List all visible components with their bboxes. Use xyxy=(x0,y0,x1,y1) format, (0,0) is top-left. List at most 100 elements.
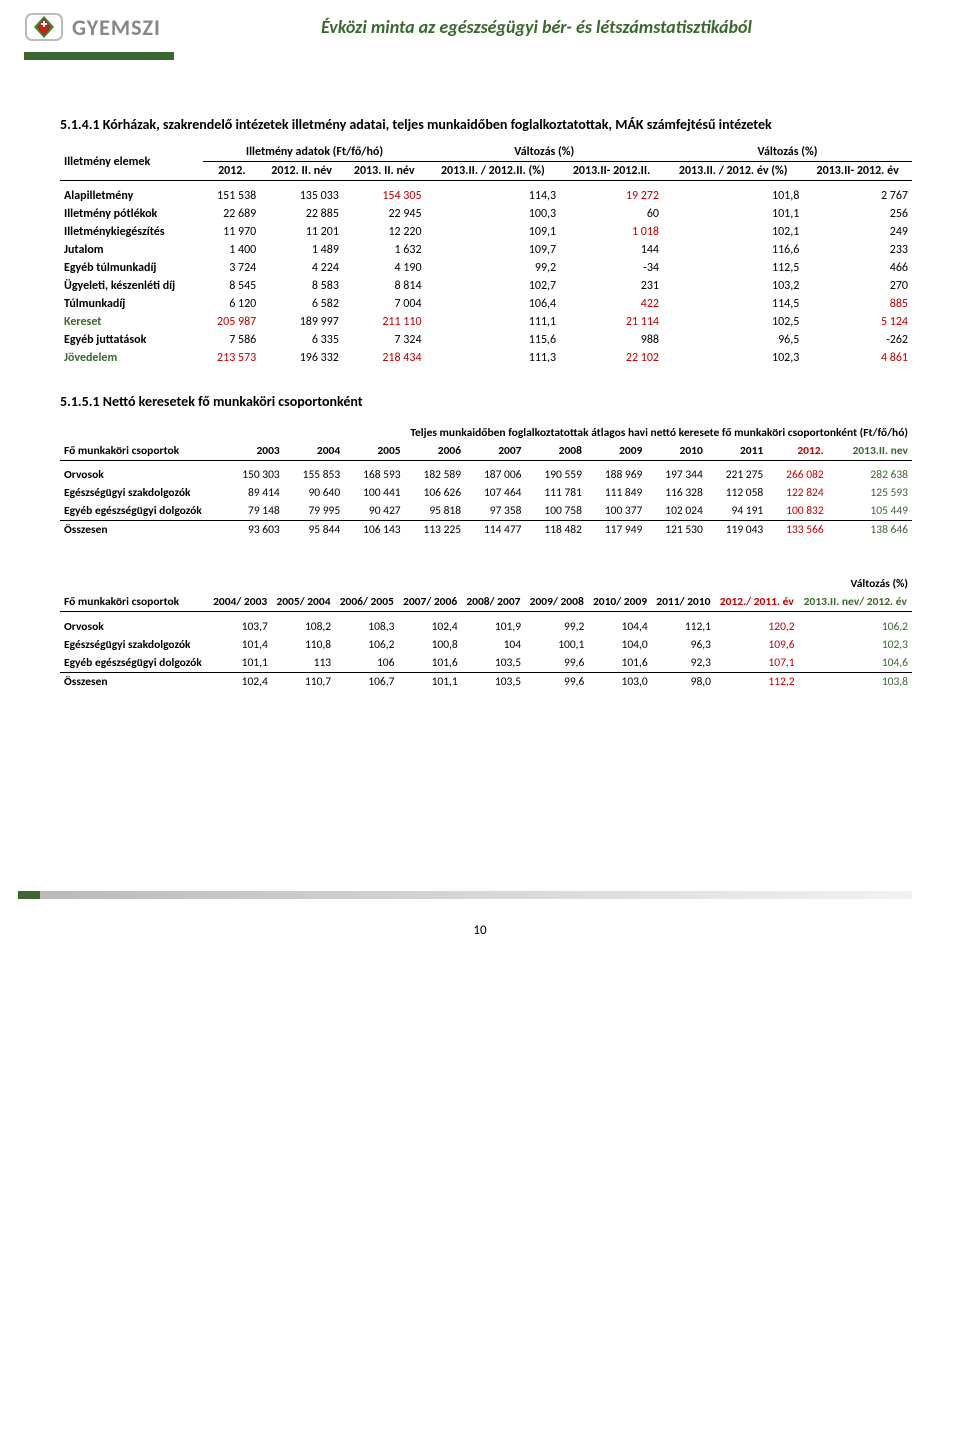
table-row: Orvosok103,7108,2108,3102,4101,999,2104,… xyxy=(60,618,912,636)
cell: 111,3 xyxy=(426,349,561,367)
cell: 135 033 xyxy=(260,187,343,205)
cell: 106 xyxy=(335,654,398,673)
col-group-3: Változás (%) xyxy=(663,143,912,162)
row-label: Orvosok xyxy=(60,618,209,636)
cell: 266 082 xyxy=(767,466,827,484)
col-header: 2011/ 2010 xyxy=(652,593,715,612)
col-header: 2004 xyxy=(284,442,344,461)
table-netto-body: Orvosok150 303155 853168 593182 589187 0… xyxy=(60,460,912,539)
row-label: Összesen xyxy=(60,521,223,540)
cell: 102 024 xyxy=(646,502,706,521)
row-label: Ügyeleti, készenléti díj xyxy=(60,277,203,295)
cell: 104,0 xyxy=(588,636,651,654)
table-row: Jövedelem213 573196 332218 434111,322 10… xyxy=(60,349,912,367)
cell: 168 593 xyxy=(344,466,404,484)
cell: 106,4 xyxy=(426,295,561,313)
cell: 11 201 xyxy=(260,223,343,241)
cell: 107,1 xyxy=(715,654,799,673)
cell: 111 781 xyxy=(526,484,586,502)
cell: 106 626 xyxy=(405,484,465,502)
table-illetmeny-body: Alapilletmény151 538135 033154 305114,31… xyxy=(60,181,912,367)
cell: 119 043 xyxy=(707,521,767,540)
table-row: Illetmény pótlékok22 68922 88522 945100,… xyxy=(60,205,912,223)
cell: 101,1 xyxy=(398,672,461,691)
table-illetmeny-head: Illetmény elemek Illetmény adatok (Ft/fő… xyxy=(60,143,912,181)
cell: 96,3 xyxy=(652,636,715,654)
section-5151-title: 5.1.5.1 Nettó keresetek fő munkaköri cso… xyxy=(60,393,912,410)
row-label: Egészségügyi szakdolgozók xyxy=(60,484,223,502)
cell: 100,8 xyxy=(398,636,461,654)
cell: 5 124 xyxy=(803,313,912,331)
cell: 211 110 xyxy=(343,313,426,331)
cell: 90 427 xyxy=(344,502,404,521)
table-row: Egészségügyi szakdolgozók89 41490 640100… xyxy=(60,484,912,502)
cell: 114 477 xyxy=(465,521,525,540)
cell: 121 530 xyxy=(646,521,706,540)
table2-caption: Teljes munkaidőben foglalkoztatottak átl… xyxy=(223,424,912,442)
cell: 100 377 xyxy=(586,502,646,521)
cell: 231 xyxy=(560,277,663,295)
col-header: 2004/ 2003 xyxy=(209,593,272,612)
row-label: Egészségügyi szakdolgozók xyxy=(60,636,209,654)
cell: 113 xyxy=(272,654,335,673)
col-header: 2009/ 2008 xyxy=(525,593,588,612)
cell: 90 640 xyxy=(284,484,344,502)
cell: 22 102 xyxy=(560,349,663,367)
cell: 2 767 xyxy=(803,187,912,205)
cell: 7 586 xyxy=(203,331,260,349)
table-row: Orvosok150 303155 853168 593182 589187 0… xyxy=(60,466,912,484)
cell: 120,2 xyxy=(715,618,799,636)
col-header: 2009 xyxy=(586,442,646,461)
logo: GYEMSZI xyxy=(24,10,161,44)
cell: 79 148 xyxy=(223,502,283,521)
col-header: 2010/ 2009 xyxy=(588,593,651,612)
cell: 103,5 xyxy=(462,672,525,691)
row-label: Jutalom xyxy=(60,241,203,259)
cell: 12 220 xyxy=(343,223,426,241)
row-label: Egyéb egészségügyi dolgozók xyxy=(60,502,223,521)
cell: 213 573 xyxy=(203,349,260,367)
cell: 114,3 xyxy=(426,187,561,205)
cell: 197 344 xyxy=(646,466,706,484)
cell: 218 434 xyxy=(343,349,426,367)
cell: 22 689 xyxy=(203,205,260,223)
cell: 102,4 xyxy=(209,672,272,691)
cell: 101,8 xyxy=(663,187,803,205)
cell: 112 058 xyxy=(707,484,767,502)
cell: 116,6 xyxy=(663,241,803,259)
col-header: 2013.II. / 2012.II. (%) xyxy=(426,162,561,181)
row-header-label: Illetmény elemek xyxy=(60,143,203,181)
page-content: 5.1.4.1 Kórházak, szakrendelő intézetek … xyxy=(0,60,960,711)
table-valtozas: Változás (%) Fő munkaköri csoportok2004/… xyxy=(60,575,912,691)
table-valtozas-head: Változás (%) Fő munkaköri csoportok2004/… xyxy=(60,575,912,612)
document-title: Évközi minta az egészségügyi bér- és lét… xyxy=(161,16,912,38)
col-header: 2005/ 2004 xyxy=(272,593,335,612)
cell: 97 358 xyxy=(465,502,525,521)
col-header: 2013. II. név xyxy=(343,162,426,181)
row-header-label: Fő munkaköri csoportok xyxy=(60,442,223,461)
table-netto-keresetek: Teljes munkaidőben foglalkoztatottak átl… xyxy=(60,424,912,540)
cell: 466 xyxy=(803,259,912,277)
cell: 107 464 xyxy=(465,484,525,502)
table-netto-head: Teljes munkaidőben foglalkoztatottak átl… xyxy=(60,424,912,461)
table3-caption: Változás (%) xyxy=(209,575,913,593)
cell: 94 191 xyxy=(707,502,767,521)
col-header: 2007/ 2006 xyxy=(398,593,461,612)
row-label: Illetménykiegészítés xyxy=(60,223,203,241)
row-label: Egyéb juttatások xyxy=(60,331,203,349)
col-header: 2012./ 2011. év xyxy=(715,593,799,612)
cell: 101,1 xyxy=(209,654,272,673)
cell: 92,3 xyxy=(652,654,715,673)
cell: 11 970 xyxy=(203,223,260,241)
cell: 106 143 xyxy=(344,521,404,540)
row-label: Egyéb túlmunkadíj xyxy=(60,259,203,277)
cell: 150 303 xyxy=(223,466,283,484)
cell: 103,0 xyxy=(588,672,651,691)
cell: 106,2 xyxy=(335,636,398,654)
cell: 190 559 xyxy=(526,466,586,484)
cell: 151 538 xyxy=(203,187,260,205)
row-label: Orvosok xyxy=(60,466,223,484)
cell: 270 xyxy=(803,277,912,295)
cell: 111 849 xyxy=(586,484,646,502)
col-header: 2008/ 2007 xyxy=(462,593,525,612)
